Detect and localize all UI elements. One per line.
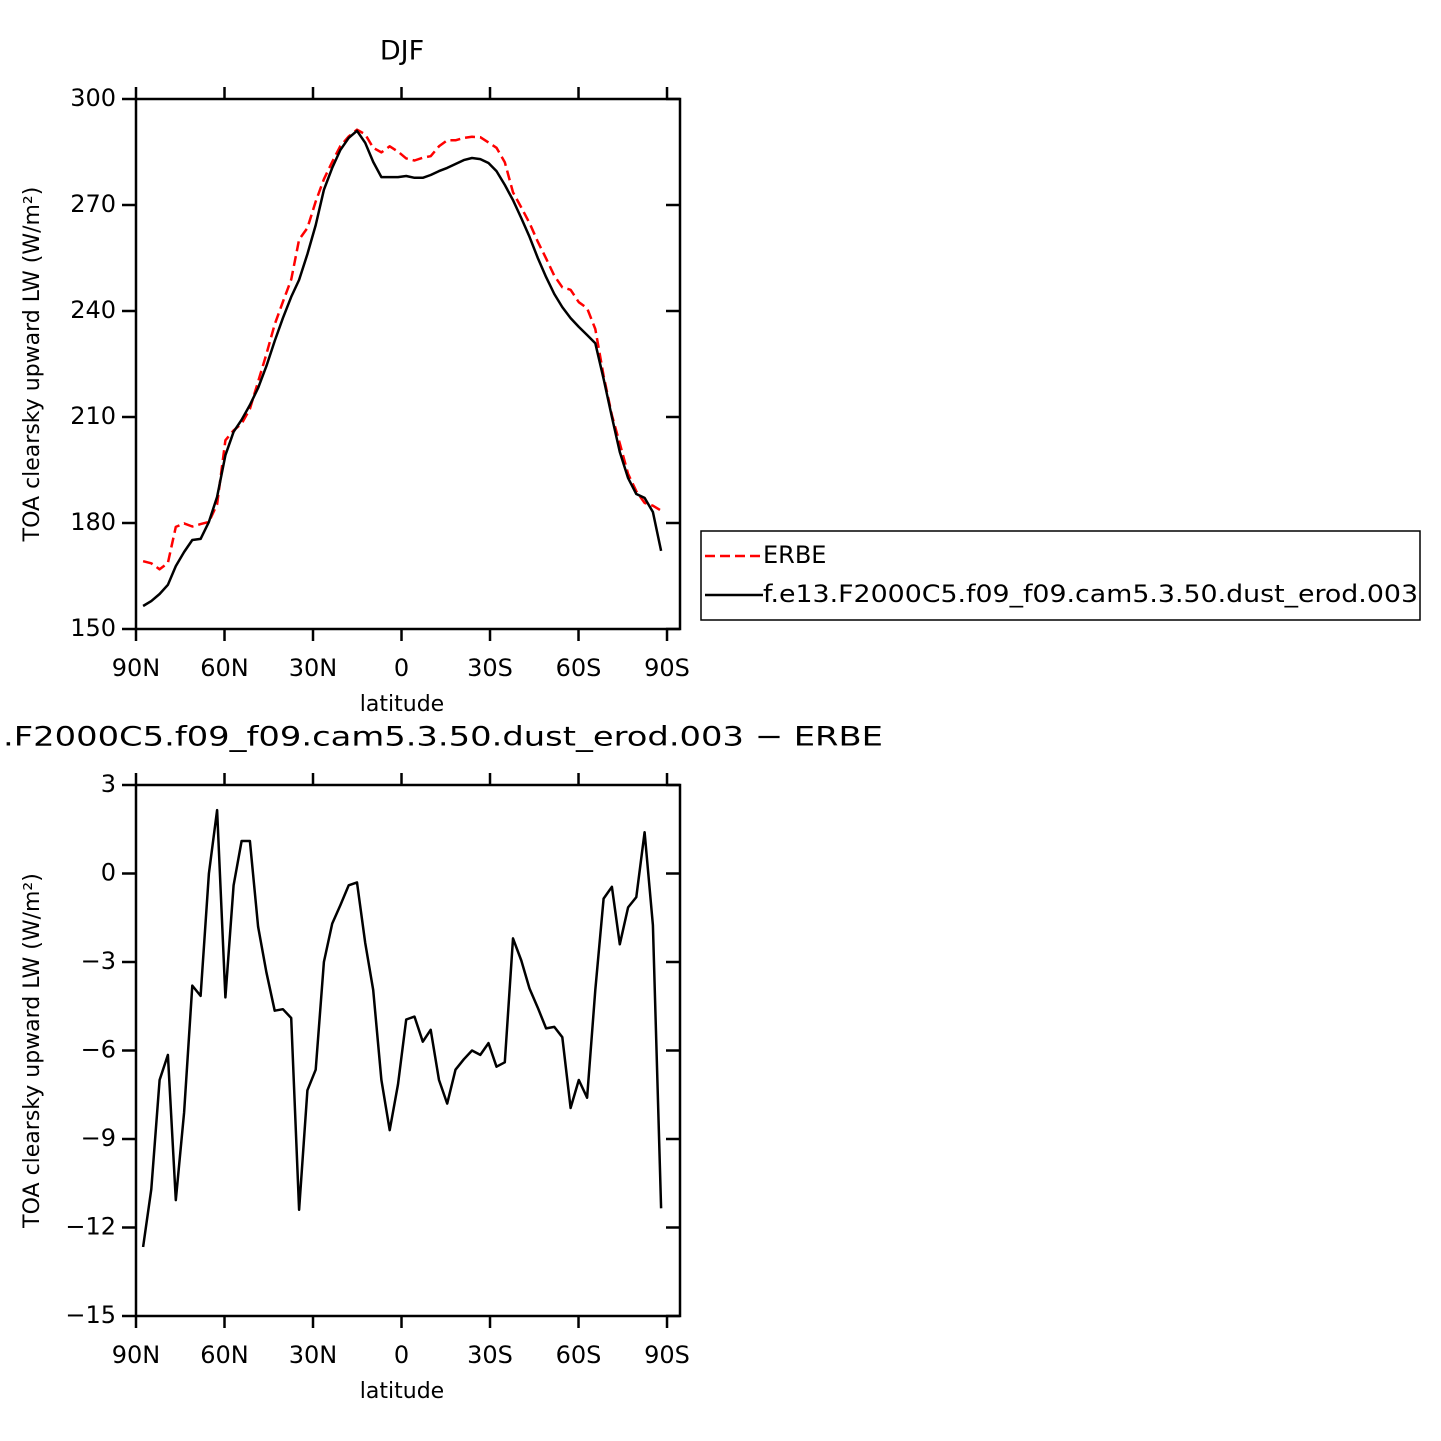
y-tick-label: −6 [81,1036,116,1064]
y-tick-label: 150 [70,614,116,642]
data-line [141,808,663,1248]
x-tick-label: 90N [112,1341,161,1369]
x-tick-label: 60N [200,654,249,682]
x-tick-label: 60S [556,654,602,682]
y-tick-label: 180 [70,508,116,536]
chart-title: DJF [380,36,424,67]
x-tick-label: 30N [289,1341,338,1369]
y-tick-label: 270 [70,190,116,218]
x-tick-label: 90N [112,654,161,682]
x-tick-label: 0 [394,654,409,682]
legend-label: f.e13.F2000C5.f09_f09.cam5.3.50.dust_ero… [763,580,1418,608]
x-tick-label: 90S [644,1341,690,1369]
legend-box [700,530,1421,621]
data-line [142,128,662,571]
plot-frame [134,783,682,1318]
x-axis-label: latitude [360,1379,444,1404]
x-tick-label: 0 [394,1341,409,1369]
x-tick-label: 30S [467,654,513,682]
y-tick-label: 210 [70,402,116,430]
y-tick-label: 240 [70,296,116,324]
data-line [142,129,663,608]
y-axis-label: TOA clearsky upward LW (W/m²) [20,187,45,543]
y-tick-label: −3 [81,947,116,975]
y-tick-label: −12 [65,1213,116,1241]
x-tick-label: 30N [289,654,338,682]
y-tick-label: 300 [70,84,116,112]
plot-frame [134,97,682,631]
y-tick-label: −9 [81,1124,116,1152]
chart-title: .F2000C5.f09_f09.cam5.3.50.dust_erod.003… [3,722,883,753]
x-tick-label: 30S [467,1341,513,1369]
x-tick-label: 90S [644,654,690,682]
y-tick-label: 0 [101,859,116,887]
y-tick-label: −15 [65,1301,116,1329]
y-tick-label: 3 [101,770,116,798]
x-tick-label: 60S [556,1341,602,1369]
legend-label: ERBE [763,541,826,569]
x-axis-label: latitude [360,692,444,717]
x-tick-label: 60N [200,1341,249,1369]
y-axis-label: TOA clearsky upward LW (W/m²) [20,873,45,1229]
